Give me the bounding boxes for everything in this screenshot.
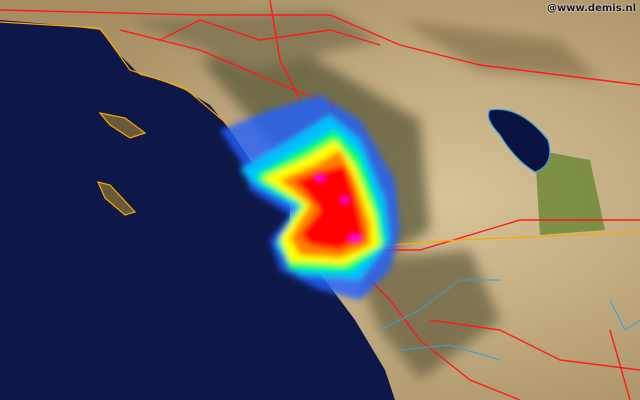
rivers <box>379 279 640 361</box>
salton-sea <box>487 108 551 173</box>
islands <box>96 112 147 216</box>
farmland <box>535 150 605 235</box>
radar-echo <box>220 95 400 300</box>
map-credit: @www.demis.nl <box>547 3 636 14</box>
